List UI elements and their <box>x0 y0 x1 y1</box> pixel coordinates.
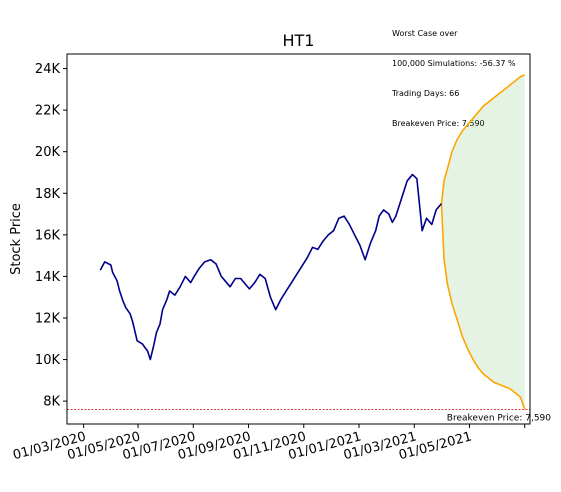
y-tick-label: 8K <box>43 395 60 410</box>
projection-lower-line <box>440 203 526 410</box>
y-axis-label: Stock Price <box>9 203 24 275</box>
y-tick-label: 12K <box>35 311 61 326</box>
plot-frame <box>66 53 531 425</box>
projection-upper-line <box>440 74 526 204</box>
y-tick-label: 14K <box>35 270 61 285</box>
y-tick-label: 18K <box>35 187 61 202</box>
simulation-range-band <box>441 74 525 410</box>
price-history-line <box>99 173 443 361</box>
chart-title: HT1 <box>283 31 315 50</box>
y-tick-label: 24K <box>35 62 61 77</box>
annotation-line: Worst Case over <box>392 29 458 38</box>
annotation-line: Breakeven Price: 7,590 <box>392 119 485 128</box>
y-tick-label: 10K <box>35 353 61 368</box>
y-tick-label: 16K <box>35 228 61 243</box>
y-tick-label: 20K <box>35 145 61 160</box>
simulation-annotation: Worst Case over 100,000 Simulations: -56… <box>392 9 516 139</box>
breakeven-label: Breakeven Price: 7,590 <box>447 414 551 424</box>
y-tick-label: 22K <box>35 104 61 119</box>
annotation-line: Trading Days: 66 <box>392 89 460 98</box>
annotation-line: 100,000 Simulations: -56.37 % <box>392 59 516 68</box>
